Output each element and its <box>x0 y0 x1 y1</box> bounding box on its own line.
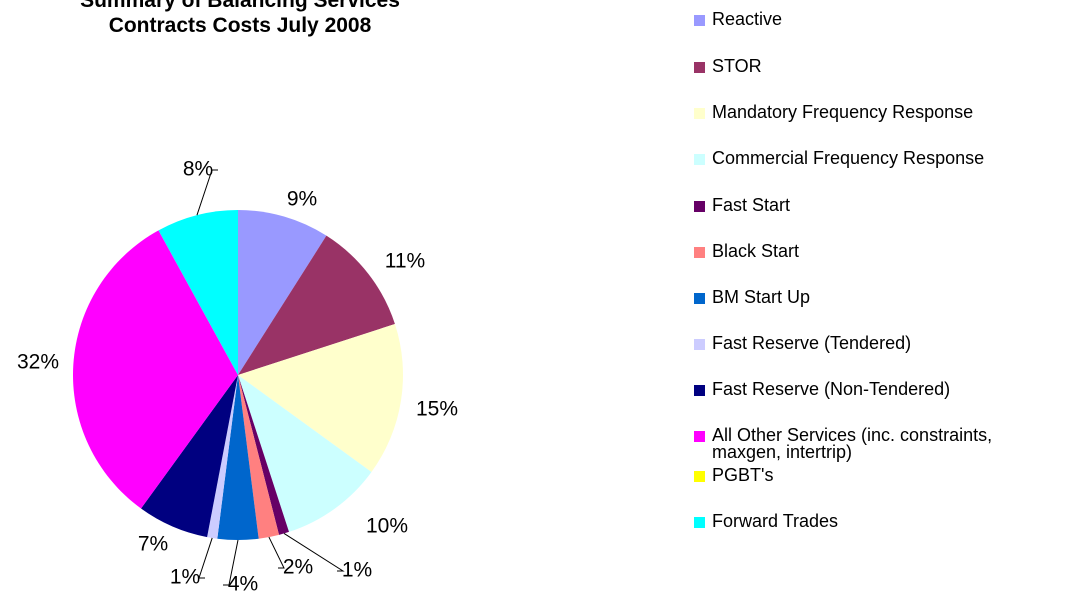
legend-swatch <box>694 154 705 165</box>
leader-line <box>198 537 213 579</box>
pie-slice <box>207 375 238 539</box>
legend-swatch <box>694 339 705 350</box>
legend-swatch <box>694 108 705 119</box>
leader-line <box>268 536 285 569</box>
pie-slice <box>158 230 238 375</box>
pie-slice <box>238 324 403 472</box>
chart-title: Summary of Balancing Services Contracts … <box>80 0 400 37</box>
pie-slice <box>238 375 280 539</box>
data-label: 9% <box>287 188 317 211</box>
leader-line <box>283 533 345 572</box>
data-label: 7% <box>138 533 168 556</box>
legend-label: Reactive <box>712 9 783 29</box>
data-label: 8% <box>183 158 213 181</box>
pie-slice <box>217 375 259 540</box>
data-label: 1% <box>170 566 200 589</box>
legend-label: Mandatory Frequency Response <box>712 102 974 122</box>
legend-swatch <box>694 431 705 442</box>
pie-slice <box>238 210 327 375</box>
legend-swatch <box>694 293 705 304</box>
data-label: 15% <box>416 398 458 421</box>
legend-label: Fast Start <box>712 195 791 215</box>
legend-label: Fast Reserve (Non-Tendered) <box>712 379 951 399</box>
legend-swatch <box>694 247 705 258</box>
leader-line <box>223 539 239 586</box>
pie-slice <box>238 375 289 535</box>
pie-slice <box>158 210 238 375</box>
legend-label: STOR <box>712 56 762 76</box>
leader-line <box>196 169 218 216</box>
legend-label: Black Start <box>712 241 800 261</box>
legend-label: All Other Services (inc. constraints, ma… <box>712 425 993 462</box>
legend-label: Fast Reserve (Tendered) <box>712 333 912 353</box>
pie-slice <box>238 375 372 532</box>
legend-swatch <box>694 201 705 212</box>
legend-label: PGBT's <box>712 465 774 485</box>
legend-swatch <box>694 517 705 528</box>
legend-label: Commercial Frequency Response <box>712 148 985 168</box>
legend-swatch <box>694 385 705 396</box>
legend-swatch <box>694 471 705 482</box>
data-label: 32% <box>17 351 59 374</box>
legend-swatch <box>694 62 705 73</box>
data-label: 10% <box>366 515 408 538</box>
pie-slice <box>238 235 395 375</box>
legend-swatch <box>694 15 705 26</box>
legend-label: Forward Trades <box>712 511 839 531</box>
legend-label: BM Start Up <box>712 287 811 307</box>
data-label: 1% <box>342 559 372 582</box>
pie-slice <box>141 375 238 538</box>
data-label: 11% <box>385 250 425 273</box>
data-label: 4% <box>228 573 258 595</box>
pie-slice <box>72 230 238 509</box>
data-label: 2% <box>283 556 313 579</box>
